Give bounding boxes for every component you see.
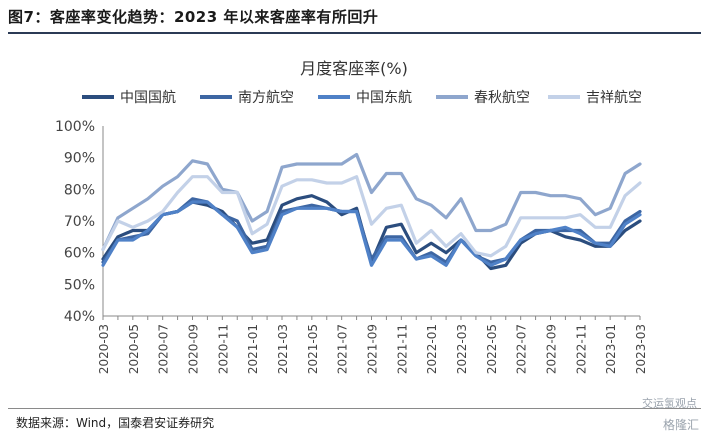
y-tick-label: 70% xyxy=(64,214,95,230)
x-tick-label: 2020-03 xyxy=(97,324,111,374)
x-tick-label: 2022-03 xyxy=(455,324,469,374)
y-tick-label: 100% xyxy=(55,119,95,135)
y-tick-label: 60% xyxy=(64,246,95,262)
title-rule xyxy=(8,32,701,34)
series-group xyxy=(101,152,642,271)
x-tick-label: 2021-07 xyxy=(336,324,350,374)
x-tick-label: 2022-07 xyxy=(515,324,529,374)
x-tick-label: 2021-09 xyxy=(366,324,380,374)
x-tick-label: 2021-05 xyxy=(306,324,320,374)
y-tick-label: 90% xyxy=(64,151,95,167)
x-tick-label: 2023-01 xyxy=(604,324,618,374)
x-tick-label: 2021-01 xyxy=(246,324,260,374)
x-tick-label: 2023-03 xyxy=(634,324,648,374)
footer-rule xyxy=(8,408,701,409)
series-line-5 xyxy=(101,175,642,258)
x-tick-label: 2020-11 xyxy=(216,324,230,374)
series-line-4 xyxy=(101,152,642,252)
watermark-bottom: 格隆汇 xyxy=(662,418,699,432)
x-tick-label: 2022-05 xyxy=(485,324,499,374)
legend-label: 春秋航空 xyxy=(474,90,530,106)
source-note: 数据来源：Wind，国泰君安证券研究 xyxy=(16,416,215,430)
figure-title: 图7：客座率变化趋势：2023 年以来客座率有所回升 xyxy=(8,8,379,26)
legend-label: 吉祥航空 xyxy=(586,90,642,106)
y-tick-label: 50% xyxy=(64,277,95,293)
chart-title: 月度客座率(%) xyxy=(300,59,408,78)
x-tick-label: 2022-11 xyxy=(574,324,588,374)
series-line-3 xyxy=(101,200,642,267)
y-tick-label: 40% xyxy=(64,309,95,325)
y-tick-label: 80% xyxy=(64,182,95,198)
legend-label: 中国东航 xyxy=(356,90,412,106)
watermark-top: 交运氢观点 xyxy=(642,397,697,410)
legend-label: 中国国航 xyxy=(120,90,176,106)
x-tick-label: 2020-07 xyxy=(157,324,171,374)
x-tick-label: 2022-09 xyxy=(545,324,559,374)
x-axis: 2020-03 2020-05 2020-07 2020-09 2020-11 2021-… xyxy=(97,315,648,374)
legend: 中国国航 南方航空 中国东航 春秋航空 吉祥航空 xyxy=(82,90,642,106)
x-tick-label: 2021-03 xyxy=(276,324,290,374)
y-axis: 40% 50% 60% 70% 80% 90% 100% xyxy=(55,119,104,325)
x-tick-label: 2020-05 xyxy=(127,324,141,374)
x-tick-label: 2022-01 xyxy=(425,324,439,374)
legend-label: 南方航空 xyxy=(238,90,294,106)
x-tick-label: 2021-11 xyxy=(395,324,409,374)
x-tick-label: 2020-09 xyxy=(187,324,201,374)
